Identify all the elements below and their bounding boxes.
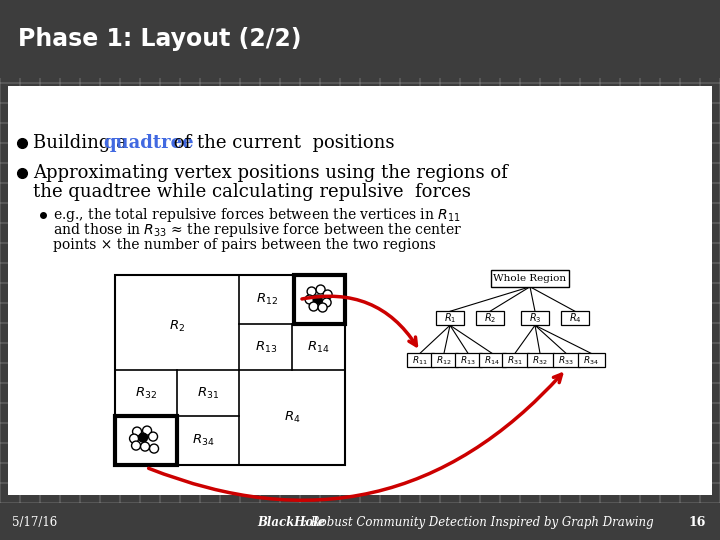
Bar [115,275,345,465]
Text: e.g., the total repulsive forces between the vertices in $R_{11}$: e.g., the total repulsive forces between… [53,206,461,224]
Circle shape [138,433,148,442]
Circle shape [316,285,325,294]
Bar [407,353,433,367]
Text: points × the number of pairs between the two regions: points × the number of pairs between the… [53,238,436,252]
Text: $R_{14}$: $R_{14}$ [307,340,330,355]
Text: and those in $R_{33}$ ≈ the repulsive force between the center: and those in $R_{33}$ ≈ the repulsive fo… [53,221,462,239]
Text: $R_3$: $R_3$ [528,312,541,325]
Bar [491,270,569,287]
Text: quadtree: quadtree [103,134,194,152]
Bar [115,416,177,465]
Text: $R_4$: $R_4$ [284,410,300,426]
Text: $R_{31}$: $R_{31}$ [197,386,219,401]
Text: Building a: Building a [33,134,132,152]
Text: Whole Region: Whole Region [493,274,567,283]
Bar [476,311,504,325]
FancyArrowPatch shape [302,296,416,346]
Circle shape [323,290,332,299]
Circle shape [322,298,331,307]
Text: $R_{34}$: $R_{34}$ [192,433,215,448]
Text: 16: 16 [688,516,706,529]
Circle shape [132,427,142,436]
Bar [526,353,554,367]
Bar [502,353,528,367]
Text: Approximating vertex positions using the regions of: Approximating vertex positions using the… [33,164,508,183]
Bar [561,311,589,325]
Bar [294,275,345,324]
Text: 5/17/16: 5/17/16 [12,516,58,529]
Text: $R_{13}$: $R_{13}$ [255,340,276,355]
Text: $R_{32}$: $R_{32}$ [135,386,157,401]
Text: $R_{31}$: $R_{31}$ [507,354,523,367]
Text: $R_{34}$: $R_{34}$ [583,354,599,367]
Text: of the current  positions: of the current positions [168,134,395,152]
Text: $R_{12}$: $R_{12}$ [256,292,278,307]
Circle shape [130,434,138,443]
Circle shape [305,295,314,304]
FancyArrowPatch shape [148,374,562,500]
Bar [479,353,505,367]
Circle shape [313,295,322,304]
Bar [431,353,457,367]
Bar [521,311,549,325]
Bar [454,353,482,367]
Text: $R_4$: $R_4$ [569,312,581,325]
Text: the quadtree while calculating repulsive  forces: the quadtree while calculating repulsive… [33,183,471,201]
Text: $R_1$: $R_1$ [444,312,456,325]
Text: $R_{33}$: $R_{33}$ [558,354,574,367]
Text: BlackHole: BlackHole [257,516,325,529]
Text: $R_{32}$: $R_{32}$ [532,354,548,367]
Circle shape [148,432,158,441]
Circle shape [140,442,150,451]
Text: $R_2$: $R_2$ [169,319,185,334]
Text: $R_{12}$: $R_{12}$ [436,354,452,367]
Text: : Robust Community Detection Inspired by Graph Drawing: : Robust Community Detection Inspired by… [303,516,654,529]
Bar [577,353,605,367]
Circle shape [132,441,140,450]
Text: $R_{11}$: $R_{11}$ [412,354,428,367]
Text: Phase 1: Layout (2/2): Phase 1: Layout (2/2) [18,27,302,51]
Circle shape [307,287,316,296]
Circle shape [318,303,327,312]
Circle shape [150,444,158,453]
Bar [552,353,580,367]
Circle shape [309,302,318,311]
Bar [436,311,464,325]
Text: $R_2$: $R_2$ [484,312,496,325]
Text: $R_{13}$: $R_{13}$ [460,354,476,367]
Text: $R_{14}$: $R_{14}$ [484,354,500,367]
Circle shape [143,426,151,435]
